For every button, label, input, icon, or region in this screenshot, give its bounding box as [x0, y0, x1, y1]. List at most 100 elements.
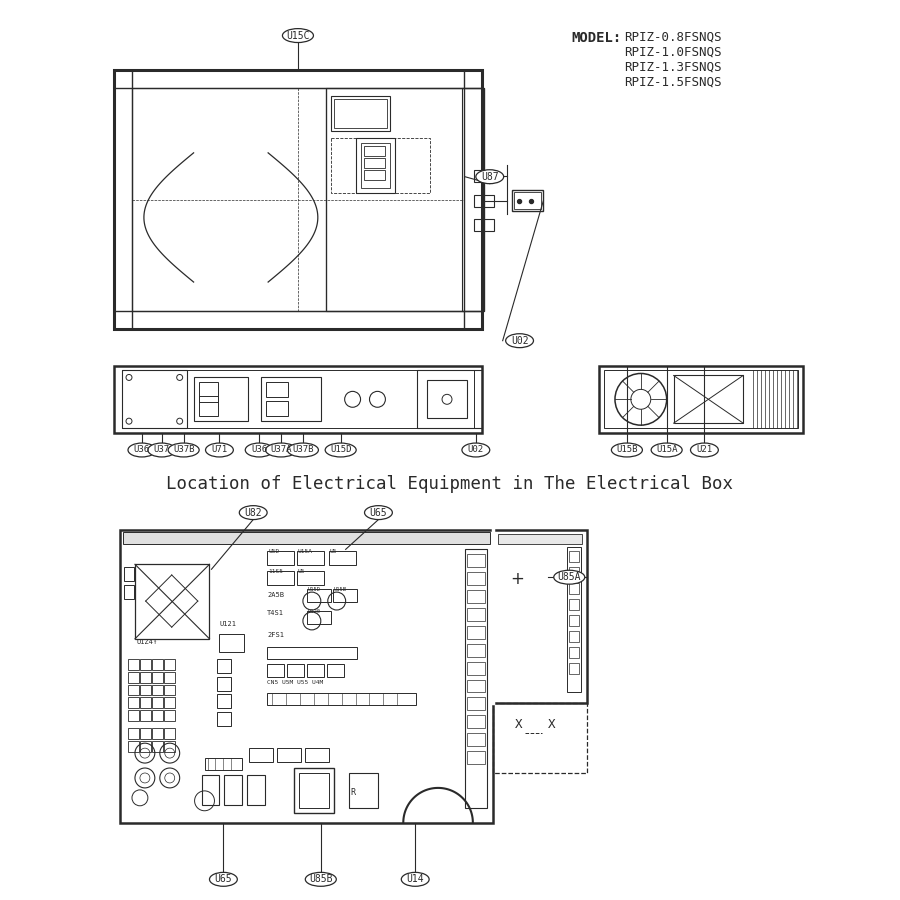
Bar [570, 647, 580, 658]
Bar [492, 529, 587, 704]
Bar [267, 572, 294, 585]
Bar [114, 70, 132, 328]
Bar [164, 659, 175, 670]
Text: X: X [515, 718, 522, 732]
Bar [199, 382, 219, 402]
Text: U21: U21 [697, 446, 713, 454]
Text: U02: U02 [468, 446, 484, 454]
Text: U15C: U15C [286, 31, 310, 40]
Text: U02: U02 [511, 336, 528, 346]
Text: 11S5: 11S5 [268, 569, 284, 574]
Bar [140, 710, 151, 721]
Bar [128, 698, 139, 708]
Bar [305, 748, 328, 762]
Bar [570, 583, 580, 594]
Bar [114, 70, 482, 88]
Bar [467, 608, 485, 621]
Bar [124, 585, 134, 599]
Bar [132, 88, 326, 310]
Text: U5: U5 [298, 569, 305, 574]
Ellipse shape [246, 443, 273, 457]
Bar [330, 96, 391, 131]
Ellipse shape [325, 443, 356, 457]
Bar [152, 710, 163, 721]
Bar [164, 728, 175, 739]
Bar [474, 170, 494, 182]
Ellipse shape [148, 443, 176, 457]
Bar [570, 567, 580, 578]
Text: U65: U65 [370, 508, 387, 518]
Bar [570, 599, 580, 610]
Text: U15B: U15B [616, 446, 638, 454]
Bar [128, 728, 139, 739]
Text: U5: U5 [329, 549, 338, 554]
Bar [152, 742, 163, 752]
Text: U1Z4↑: U1Z4↑ [137, 639, 158, 644]
Bar [467, 590, 485, 603]
Bar [261, 377, 320, 421]
Bar [218, 677, 231, 690]
Bar [307, 663, 324, 677]
Bar [218, 713, 231, 726]
Bar [474, 194, 494, 206]
Bar [467, 644, 485, 657]
Bar [604, 371, 797, 428]
Bar [570, 552, 580, 562]
Text: RPIZ-0.8FSNQS: RPIZ-0.8FSNQS [624, 31, 722, 43]
Bar [140, 671, 151, 682]
Bar [673, 375, 743, 423]
Bar [266, 382, 288, 397]
Text: RPIZ-1.0FSNQS: RPIZ-1.0FSNQS [624, 46, 722, 58]
Bar [267, 647, 356, 659]
Bar [204, 758, 242, 770]
Bar [114, 310, 482, 328]
Text: U5D: U5D [268, 549, 279, 554]
Bar [465, 549, 487, 808]
Bar [467, 734, 485, 746]
Circle shape [518, 200, 522, 203]
Bar [297, 572, 324, 585]
Bar [267, 552, 294, 565]
Bar [307, 611, 330, 624]
Bar [220, 634, 244, 652]
Ellipse shape [506, 334, 534, 347]
Bar [467, 752, 485, 764]
Bar [307, 590, 330, 602]
Text: 2FS1: 2FS1 [267, 632, 284, 638]
Bar [327, 663, 344, 677]
Bar [462, 88, 484, 310]
Ellipse shape [168, 443, 199, 457]
Ellipse shape [554, 571, 585, 584]
Bar [120, 529, 492, 823]
Bar [114, 365, 482, 433]
Text: U85B: U85B [309, 874, 333, 885]
Text: R: R [351, 788, 356, 796]
Bar [124, 567, 134, 581]
Bar [294, 768, 334, 813]
Bar [570, 662, 580, 673]
Bar [248, 775, 266, 805]
Bar [128, 659, 139, 670]
Bar [464, 70, 482, 328]
Ellipse shape [690, 443, 718, 457]
Bar [492, 704, 587, 773]
Ellipse shape [283, 29, 313, 42]
Bar [152, 685, 163, 696]
Text: U37: U37 [154, 446, 170, 454]
Ellipse shape [611, 443, 643, 457]
Bar [567, 547, 581, 691]
Bar [474, 220, 494, 231]
Text: U37B: U37B [173, 446, 194, 454]
Circle shape [529, 200, 534, 203]
Text: U65: U65 [214, 874, 232, 885]
Text: U15D: U15D [330, 446, 351, 454]
Text: U82: U82 [245, 508, 262, 518]
Bar [202, 775, 220, 805]
Bar [140, 685, 151, 696]
Text: X: X [547, 718, 555, 732]
Text: MODEL:: MODEL: [572, 31, 622, 45]
Bar [364, 146, 385, 156]
Bar [152, 659, 163, 670]
Bar [467, 626, 485, 639]
Bar [333, 590, 356, 602]
